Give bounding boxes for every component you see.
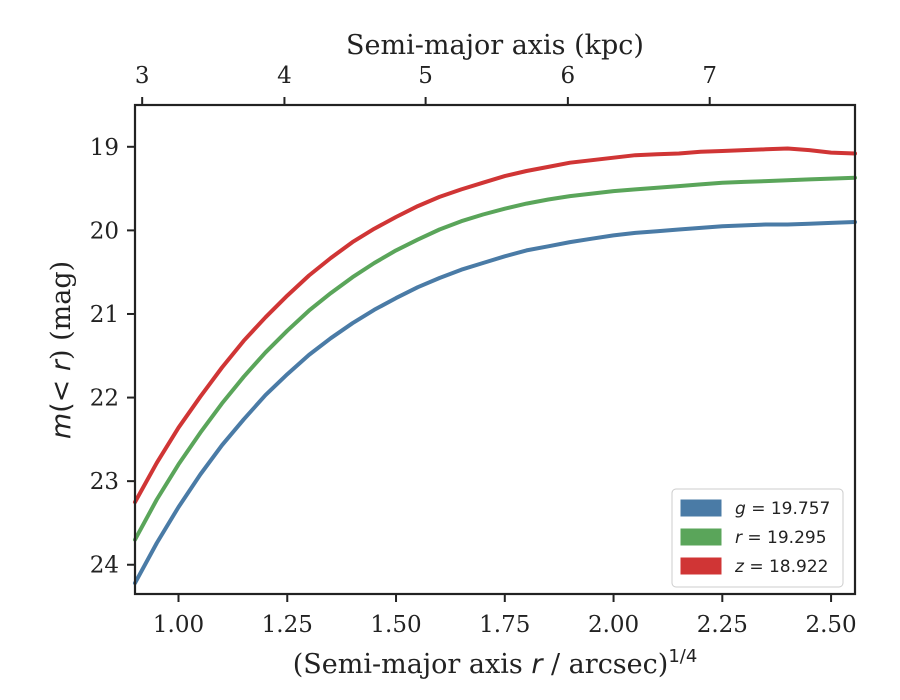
y-tick-label: 24 xyxy=(90,553,119,579)
legend-label-g: g = 19.757 xyxy=(735,499,830,519)
x-axis-ticks: 1.00 1.25 1.50 1.75 2.00 2.25 2.50 xyxy=(153,594,857,638)
y-tick-label: 21 xyxy=(90,302,119,328)
series-line-g xyxy=(133,220,857,586)
top-tick-label: 5 xyxy=(418,63,433,89)
legend-swatch-g xyxy=(680,499,722,517)
x-tick-label: 2.00 xyxy=(588,612,639,638)
series-layer xyxy=(133,146,857,586)
top-axis-ticks: 3 4 5 6 7 xyxy=(135,63,717,105)
y-tick-label: 22 xyxy=(90,386,119,412)
plot-frame xyxy=(133,103,857,596)
x-axis-title: (Semi-major axis r / arcsec)1/4 xyxy=(293,646,698,680)
y-tick-label: 20 xyxy=(90,218,119,244)
top-tick-label: 4 xyxy=(277,63,292,89)
legend: g = 19.757 r = 19.295 z = 18.922 xyxy=(671,488,844,588)
x-tick-label: 1.50 xyxy=(370,612,421,638)
top-tick-label: 3 xyxy=(135,63,150,89)
legend-swatch-z xyxy=(680,557,722,575)
series-line-z xyxy=(133,146,857,505)
y-axis-title: m(< r) (mag) xyxy=(46,261,77,439)
top-tick-label: 7 xyxy=(702,63,717,89)
y-axis-ticks: 19 20 21 22 23 24 xyxy=(90,135,135,579)
y-tick-label: 19 xyxy=(90,135,119,161)
y-tick-label: 23 xyxy=(90,469,119,495)
x-tick-label: 1.75 xyxy=(479,612,530,638)
legend-label-z: z = 18.922 xyxy=(734,557,828,577)
x-tick-label: 2.25 xyxy=(697,612,748,638)
x-tick-label: 1.00 xyxy=(153,612,204,638)
top-axis-title: Semi-major axis (kpc) xyxy=(346,30,644,61)
x-tick-label: 1.25 xyxy=(262,612,313,638)
legend-swatch-r xyxy=(680,528,722,546)
legend-label-r: r = 19.295 xyxy=(735,528,827,548)
top-tick-label: 6 xyxy=(561,63,576,89)
x-tick-label: 2.50 xyxy=(805,612,856,638)
legend-items: g = 19.757 r = 19.295 z = 18.922 xyxy=(680,499,830,577)
series-line-r xyxy=(133,175,857,542)
